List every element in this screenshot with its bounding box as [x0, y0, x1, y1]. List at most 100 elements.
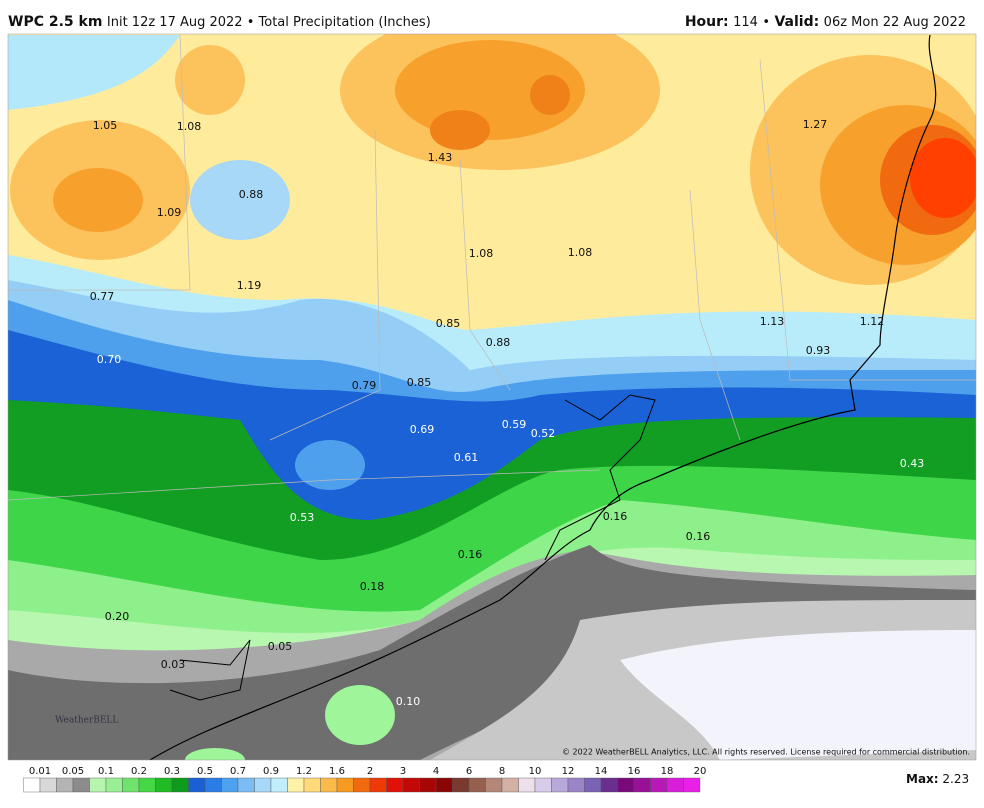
- colorbar-label: 0.05: [62, 766, 84, 777]
- colorbar-swatch: [369, 777, 387, 793]
- map-labels: 1.05 1.08 1.43 1.27 0.88 1.09 1.08 1.08 1.19 0.77…: [90, 118, 925, 708]
- map-label: 0.05: [268, 640, 293, 653]
- colorbar-swatch: [501, 777, 519, 793]
- colorbar-swatch: [435, 777, 453, 793]
- header-left: WPC 2.5 km Init 12z 17 Aug 2022 • Total …: [8, 14, 431, 30]
- hour-label: Hour:: [685, 14, 729, 30]
- colorbar-swatch: [287, 777, 305, 793]
- title: WPC 2.5 km: [8, 14, 102, 30]
- colorbar-swatch: [155, 777, 173, 793]
- map: [8, 34, 976, 760]
- colorbar-label: 0.9: [263, 766, 279, 777]
- map-label: 0.61: [454, 451, 479, 464]
- map-label: 0.85: [436, 317, 461, 330]
- map-label: 0.18: [360, 580, 385, 593]
- copyright: © 2022 WeatherBELL Analytics, LLC. All r…: [562, 748, 970, 757]
- map-label: 0.20: [105, 610, 130, 623]
- colorbar-swatch: [221, 777, 239, 793]
- colorbar-label: 0.3: [164, 766, 180, 777]
- map-label: 0.70: [97, 353, 122, 366]
- colorbar-label: 18: [661, 766, 674, 777]
- colorbar-swatch: [683, 777, 701, 793]
- map-label: 1.12: [860, 315, 885, 328]
- colorbar-label: 0.5: [197, 766, 213, 777]
- colorbar-swatch: [320, 777, 338, 793]
- map-label: 0.16: [458, 548, 483, 561]
- colorbar-label: 16: [628, 766, 641, 777]
- colorbar-swatch: [402, 777, 420, 793]
- colorbar-swatch: [56, 777, 74, 793]
- colorbar-swatch: [105, 777, 123, 793]
- colorbar-label: 4: [433, 766, 439, 777]
- map-label: 0.03: [161, 658, 186, 671]
- separator: •: [762, 15, 770, 30]
- map-label: 1.08: [177, 120, 202, 133]
- colorbar-swatch: [584, 777, 602, 793]
- map-label: 0.85: [407, 376, 432, 389]
- map-label: 0.88: [486, 336, 511, 349]
- colorbar-swatch: [353, 777, 371, 793]
- map-label: 0.53: [290, 511, 315, 524]
- colorbar-label: 14: [595, 766, 608, 777]
- colorbar-label: 10: [529, 766, 542, 777]
- valid-label: Valid:: [774, 14, 819, 30]
- colorbar-label: 1.6: [329, 766, 345, 777]
- map-label: 1.43: [428, 151, 453, 164]
- colorbar-swatch: [39, 777, 57, 793]
- map-label: 0.16: [603, 510, 628, 523]
- colorbar-swatch: [617, 777, 635, 793]
- colorbar: 0.01 0.05 0.1 0.2 0.3 0.5 0.7 0.9 1.2 1.6 2 3 4 6 8 10 1…: [23, 766, 707, 793]
- colorbar-swatch: [270, 777, 288, 793]
- map-label: 0.43: [900, 457, 925, 470]
- map-label: 0.79: [352, 379, 377, 392]
- colorbar-swatch: [518, 777, 536, 793]
- colorbar-swatch: [567, 777, 585, 793]
- colorbar-label: 1.2: [296, 766, 312, 777]
- colorbar-swatch: [485, 777, 503, 793]
- map-label: 1.08: [469, 247, 494, 260]
- colorbar-swatch: [452, 777, 470, 793]
- colorbar-swatch: [534, 777, 552, 793]
- colorbar-swatch: [666, 777, 684, 793]
- colorbar-swatch: [303, 777, 321, 793]
- map-label: 0.93: [806, 344, 831, 357]
- max-label: Max:: [906, 772, 939, 786]
- map-label: 0.16: [686, 530, 711, 543]
- colorbar-swatch: [551, 777, 569, 793]
- colorbar-label: 3: [400, 766, 406, 777]
- map-label: 0.10: [396, 695, 421, 708]
- colorbar-swatch: [138, 777, 156, 793]
- colorbar-swatch: [633, 777, 651, 793]
- hour: 114: [733, 15, 758, 30]
- colorbar-swatch: [188, 777, 206, 793]
- colorbar-swatch: [468, 777, 486, 793]
- max-value: 2.23: [942, 772, 969, 786]
- map-label: 0.69: [410, 423, 435, 436]
- colorbar-swatch: [237, 777, 255, 793]
- map-label: 1.08: [568, 246, 593, 259]
- colorbar-swatch: [122, 777, 140, 793]
- colorbar-label: 0.1: [98, 766, 114, 777]
- map-label: 0.52: [531, 427, 556, 440]
- subtitle: Init 12z 17 Aug 2022 • Total Precipitati…: [107, 15, 431, 30]
- colorbar-swatch: [72, 777, 90, 793]
- map-label: 1.09: [157, 206, 182, 219]
- colorbar-swatch: [650, 777, 668, 793]
- colorbar-label: 2: [367, 766, 373, 777]
- map-label: 0.59: [502, 418, 527, 431]
- colorbar-label: 0.01: [29, 766, 51, 777]
- map-label: 1.27: [803, 118, 828, 131]
- map-label: 0.77: [90, 290, 115, 303]
- logo: WeatherBELL: [55, 716, 118, 726]
- colorbar-swatch: [386, 777, 404, 793]
- header-right: Hour: 114 • Valid: 06z Mon 22 Aug 2022: [685, 14, 966, 30]
- colorbar-label: 0.2: [131, 766, 147, 777]
- colorbar-swatch: [254, 777, 272, 793]
- colorbar-label: 6: [466, 766, 472, 777]
- colorbar-swatch: [171, 777, 189, 793]
- map-label: 0.88: [239, 188, 264, 201]
- colorbar-swatch: [89, 777, 107, 793]
- colorbar-label: 20: [694, 766, 707, 777]
